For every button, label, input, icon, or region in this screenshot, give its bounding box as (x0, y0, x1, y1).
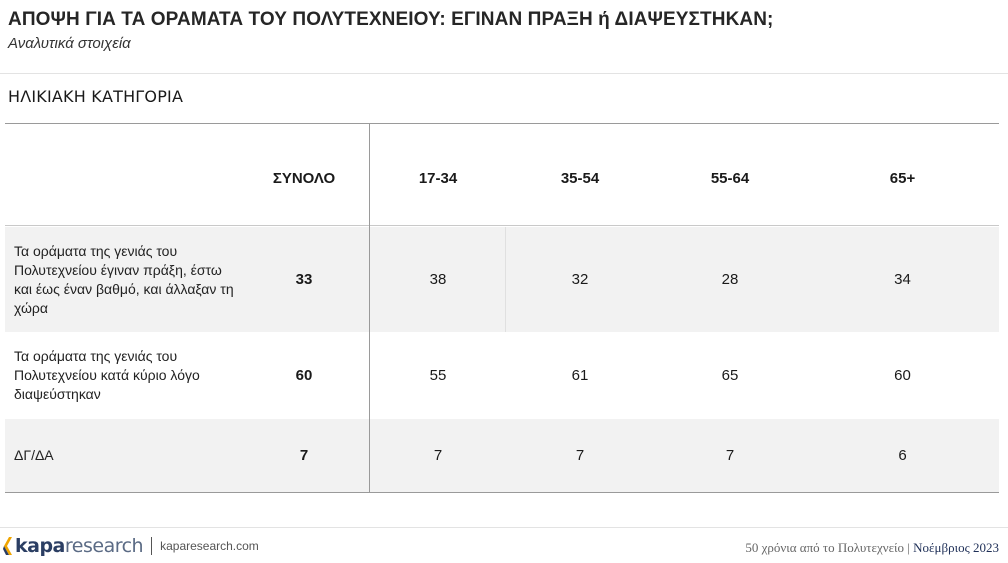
table-row: ΔΓ/ΔΑ 7 7 7 7 6 (5, 419, 999, 492)
column-header-55-64: 55-64 (710, 170, 750, 187)
page-title: ΑΠΟΨΗ ΓΙΑ ΤΑ ΟΡΑΜΑΤΑ ΤΟΥ ΠΟΛΥΤΕΧΝΕΙΟΥ: Ε… (8, 9, 774, 30)
cell-65-plus: 34 (894, 271, 911, 288)
column-header-65-plus: 65+ (889, 170, 916, 187)
column-header-35-54: 35-54 (560, 170, 600, 187)
cell-65-plus: 60 (894, 367, 911, 384)
footer-separator (151, 537, 153, 555)
cell-total: 60 (295, 367, 313, 384)
column-divider-light (505, 227, 506, 332)
footer-context-text: 50 χρόνια από το Πολυτεχνείο (745, 540, 905, 555)
cell-55-64: 7 (725, 447, 735, 464)
logo-word-bold: kapa (15, 535, 65, 557)
header-empty-cell (5, 124, 238, 225)
cell-35-54: 61 (571, 367, 589, 384)
footer-divider (0, 527, 1008, 528)
cell-total: 7 (299, 447, 309, 464)
kapa-research-logo: kaparesearch (3, 535, 144, 557)
section-label: ΗΛΙΚΙΑΚΗ ΚΑΤΗΓΟΡΙΑ (8, 87, 184, 106)
row-label: Τα οράματα της γενιάς του Πολυτεχνείου κ… (14, 348, 200, 402)
table-header-row: ΣΥΝΟΛΟ 17-34 35-54 55-64 65+ (5, 124, 999, 226)
footer-brand: kaparesearch kaparesearch.com (3, 535, 259, 557)
footer-date: Νοέμβριος 2023 (913, 540, 999, 555)
cell-55-64: 65 (721, 367, 739, 384)
column-header-17-34: 17-34 (418, 170, 458, 187)
column-divider (369, 123, 370, 493)
cell-17-34: 55 (429, 367, 447, 384)
column-header-total: ΣΥΝΟΛΟ (272, 170, 336, 187)
cell-65-plus: 6 (898, 447, 907, 464)
table-row: Τα οράματα της γενιάς του Πολυτεχνείου έ… (5, 227, 999, 332)
logo-mark-icon (3, 537, 12, 555)
page-subtitle: Αναλυτικά στοιχεία (8, 35, 131, 52)
header-divider (0, 73, 1008, 74)
cell-17-34: 7 (433, 447, 443, 464)
table-row: Τα οράματα της γενιάς του Πολυτεχνείου κ… (5, 332, 999, 419)
cell-55-64: 28 (721, 271, 739, 288)
logo-word-light: research (64, 535, 144, 557)
table-top-border (5, 123, 999, 124)
cell-35-54: 7 (575, 447, 585, 464)
results-table: ΣΥΝΟΛΟ 17-34 35-54 55-64 65+ Τα οράματα … (5, 123, 999, 493)
website-link[interactable]: kaparesearch.com (160, 539, 259, 553)
footer-context: 50 χρόνια από το Πολυτεχνείο | Νοέμβριος… (745, 540, 999, 556)
footer-context-divider: | (907, 540, 910, 555)
table-bottom-border (5, 492, 999, 493)
cell-35-54: 32 (571, 271, 589, 288)
row-label: Τα οράματα της γενιάς του Πολυτεχνείου έ… (14, 242, 234, 316)
cell-17-34: 38 (429, 271, 447, 288)
cell-total: 33 (295, 271, 313, 288)
row-label: ΔΓ/ΔΑ (14, 447, 54, 463)
